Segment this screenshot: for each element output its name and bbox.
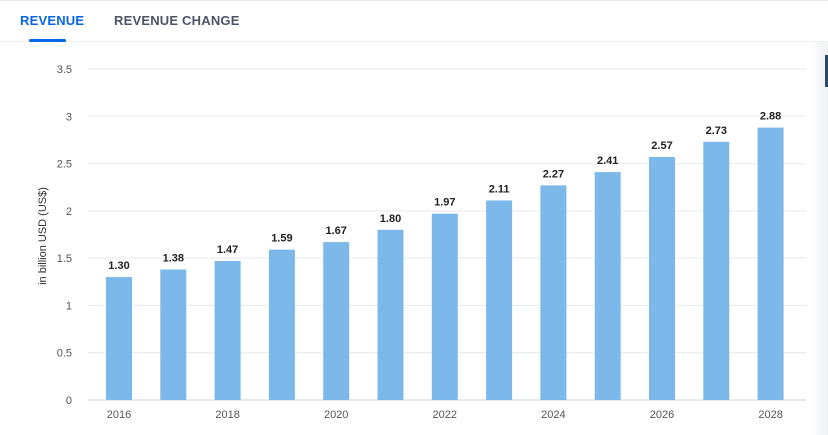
bar-2023: [486, 200, 513, 400]
y-axis-label: in billion USD (US$): [37, 187, 49, 285]
x-tick-label: 2020: [324, 409, 348, 421]
x-tick-label: 2022: [433, 409, 457, 421]
data-label: 2.27: [543, 168, 564, 180]
bar-2025: [594, 172, 621, 400]
bar-2019: [268, 249, 295, 400]
data-label: 2.57: [651, 140, 672, 152]
data-label: 2.11: [489, 183, 510, 195]
bar-2017: [160, 269, 187, 400]
bar-2024: [540, 185, 567, 400]
x-tick-label: 2026: [650, 409, 674, 421]
x-tick-label: 2028: [758, 409, 782, 421]
data-label: 2.41: [597, 155, 618, 167]
x-tick-label: 2024: [541, 409, 565, 421]
data-label: 1.38: [163, 252, 184, 264]
data-label: 2.88: [760, 111, 781, 123]
bar-2022: [431, 213, 458, 400]
y-tick-label: 3: [66, 111, 72, 123]
data-label: 1.80: [380, 213, 401, 225]
data-label: 1.47: [217, 244, 238, 256]
top-border: [0, 0, 828, 1]
data-label: 1.97: [434, 197, 455, 209]
bar-2027: [703, 141, 730, 400]
data-label: 1.67: [325, 225, 346, 237]
bar-2021: [377, 229, 404, 400]
bar-2020: [323, 242, 350, 400]
tab-revenue-change[interactable]: REVENUE CHANGE: [114, 13, 240, 28]
y-tick-label: 1: [66, 300, 72, 312]
tab-revenue[interactable]: REVENUE: [20, 13, 85, 28]
y-tick-label: 2.5: [57, 159, 72, 171]
bar-2018: [214, 260, 241, 400]
data-label: 1.30: [108, 260, 129, 272]
x-tick-label: 2018: [215, 409, 239, 421]
bar-2028: [757, 127, 784, 401]
scroll-shade: [810, 42, 828, 435]
scrollbar[interactable]: [825, 55, 828, 87]
data-label: 2.73: [706, 125, 727, 137]
y-tick-label: 3.5: [57, 64, 72, 76]
y-tick-label: 0: [66, 395, 72, 407]
y-tick-label: 2: [66, 206, 72, 218]
y-tick-label: 0.5: [57, 348, 72, 360]
y-tick-label: 1.5: [57, 253, 72, 265]
data-label: 1.59: [271, 233, 292, 245]
active-tab-indicator: [29, 39, 66, 42]
x-tick-label: 2016: [107, 409, 131, 421]
tab-bar: REVENUE REVENUE CHANGE: [0, 0, 828, 42]
bar-2016: [106, 277, 132, 400]
bar-2026: [649, 156, 675, 400]
